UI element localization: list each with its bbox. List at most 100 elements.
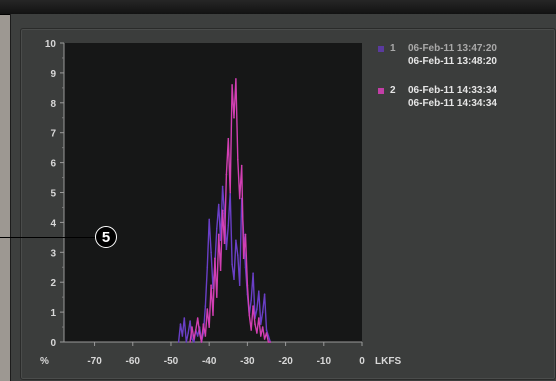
series-2-point xyxy=(254,323,256,325)
series-1-point xyxy=(221,185,224,188)
series-2-point xyxy=(210,284,212,287)
series-2-point xyxy=(200,341,203,343)
series-2-point xyxy=(238,197,241,200)
legend-number-1: 1 xyxy=(390,43,396,54)
x-unit-label: LKFS xyxy=(375,356,401,367)
x-tick-label: -50 xyxy=(164,356,179,367)
series-1-point xyxy=(237,254,239,257)
series-1-point xyxy=(258,290,260,293)
series-2-point xyxy=(256,332,258,334)
x-ticks: -70 -60 -50 -40 -30 -20 -10 0 xyxy=(87,342,365,367)
legend-swatch-1 xyxy=(378,46,384,52)
series-2-point xyxy=(237,158,239,161)
series-1-point xyxy=(185,341,188,343)
series-1-point xyxy=(225,248,228,251)
series-1-point xyxy=(267,335,270,337)
y-tick-label: 0 xyxy=(50,338,56,349)
series-1-point xyxy=(244,266,247,269)
series-2-point xyxy=(231,84,233,86)
series-1-point xyxy=(183,317,186,319)
legend: 1 06-Feb-11 13:47:20 06-Feb-11 13:48:20 … xyxy=(378,43,548,127)
series-2-point xyxy=(267,341,270,343)
y-unit-label: % xyxy=(40,356,49,367)
series-1-point xyxy=(189,320,191,322)
series-1-point xyxy=(204,305,207,307)
series-2-point xyxy=(193,338,195,340)
series-2-point xyxy=(242,257,245,260)
x-tick-label: -40 xyxy=(202,356,217,367)
series-2-point xyxy=(191,326,193,328)
series-2-point xyxy=(216,296,218,298)
plot-area xyxy=(64,43,362,342)
series-1-point xyxy=(250,299,252,301)
x-tick-label: -70 xyxy=(87,356,102,367)
series-2-point xyxy=(229,191,231,194)
x-tick-label: -10 xyxy=(317,356,332,367)
series-2-point xyxy=(214,257,216,260)
series-1-point xyxy=(216,227,218,230)
y-tick-label: 2 xyxy=(50,278,56,289)
legend-swatch-2 xyxy=(378,88,384,94)
series-2-point xyxy=(204,335,207,337)
series-2-point xyxy=(248,314,251,316)
x-tick-label: 0 xyxy=(359,356,365,367)
series-2-point xyxy=(258,317,260,319)
y-tick-label: 9 xyxy=(50,69,56,80)
y-tick-label: 5 xyxy=(50,189,56,200)
series-2-point xyxy=(189,341,191,343)
series-2-point xyxy=(227,137,230,140)
series-1-point xyxy=(210,251,212,254)
legend-end-time-2: 06-Feb-11 14:34:34 xyxy=(408,98,497,109)
series-2-point xyxy=(261,326,264,328)
legend-entry-2: 2 06-Feb-11 14:33:34 06-Feb-11 14:34:34 xyxy=(378,85,548,113)
series-1-point xyxy=(263,293,266,296)
series-2-point xyxy=(269,341,272,343)
legend-entry-1: 1 06-Feb-11 13:47:20 06-Feb-11 13:48:20 xyxy=(378,43,548,71)
series-1-point xyxy=(181,335,184,337)
series-2-point xyxy=(260,335,262,337)
series-2-point xyxy=(202,323,205,325)
series-2-point xyxy=(208,326,210,328)
series-1-point xyxy=(179,323,182,325)
y-tick-label: 6 xyxy=(50,159,56,170)
series-2-point xyxy=(265,332,268,334)
x-tick-label: -20 xyxy=(278,356,293,367)
x-tick-label: -30 xyxy=(240,356,255,367)
legend-start-time-2: 06-Feb-11 14:33:34 xyxy=(408,85,497,96)
y-tick-label: 3 xyxy=(50,248,56,259)
series-1-point xyxy=(233,278,235,281)
series-1-point xyxy=(238,284,241,287)
series-1-point xyxy=(231,263,233,266)
series-2-point xyxy=(225,173,228,176)
series-2-point xyxy=(252,305,254,307)
series-1-point xyxy=(256,308,258,310)
series-1-point xyxy=(260,323,262,325)
y-tick-label: 4 xyxy=(50,218,56,229)
series-2-point xyxy=(221,209,224,212)
series-2-point xyxy=(196,317,199,319)
series-2-point xyxy=(206,308,209,310)
series-1-point xyxy=(196,335,199,337)
series-1-point xyxy=(191,338,193,340)
x-tick-label: -60 xyxy=(126,356,141,367)
series-2-point xyxy=(219,269,222,272)
series-1-point xyxy=(187,332,189,334)
series-2-point xyxy=(198,332,201,334)
series-1-point xyxy=(252,272,254,275)
series-2-point xyxy=(217,233,220,236)
series-2-point xyxy=(240,164,243,167)
series-layer xyxy=(177,78,272,343)
series-2-point xyxy=(263,338,266,340)
series-1-point xyxy=(265,329,268,331)
series-1-point xyxy=(235,239,237,242)
series-1-point xyxy=(206,266,209,269)
legend-start-time-1: 06-Feb-11 13:47:20 xyxy=(408,43,497,54)
legend-number-2: 2 xyxy=(390,85,396,96)
callout-leader-line xyxy=(0,237,96,238)
series-2-point xyxy=(223,242,226,245)
series-1-point xyxy=(217,203,220,206)
series-2-point xyxy=(244,233,247,236)
callout-badge: 5 xyxy=(95,226,117,248)
